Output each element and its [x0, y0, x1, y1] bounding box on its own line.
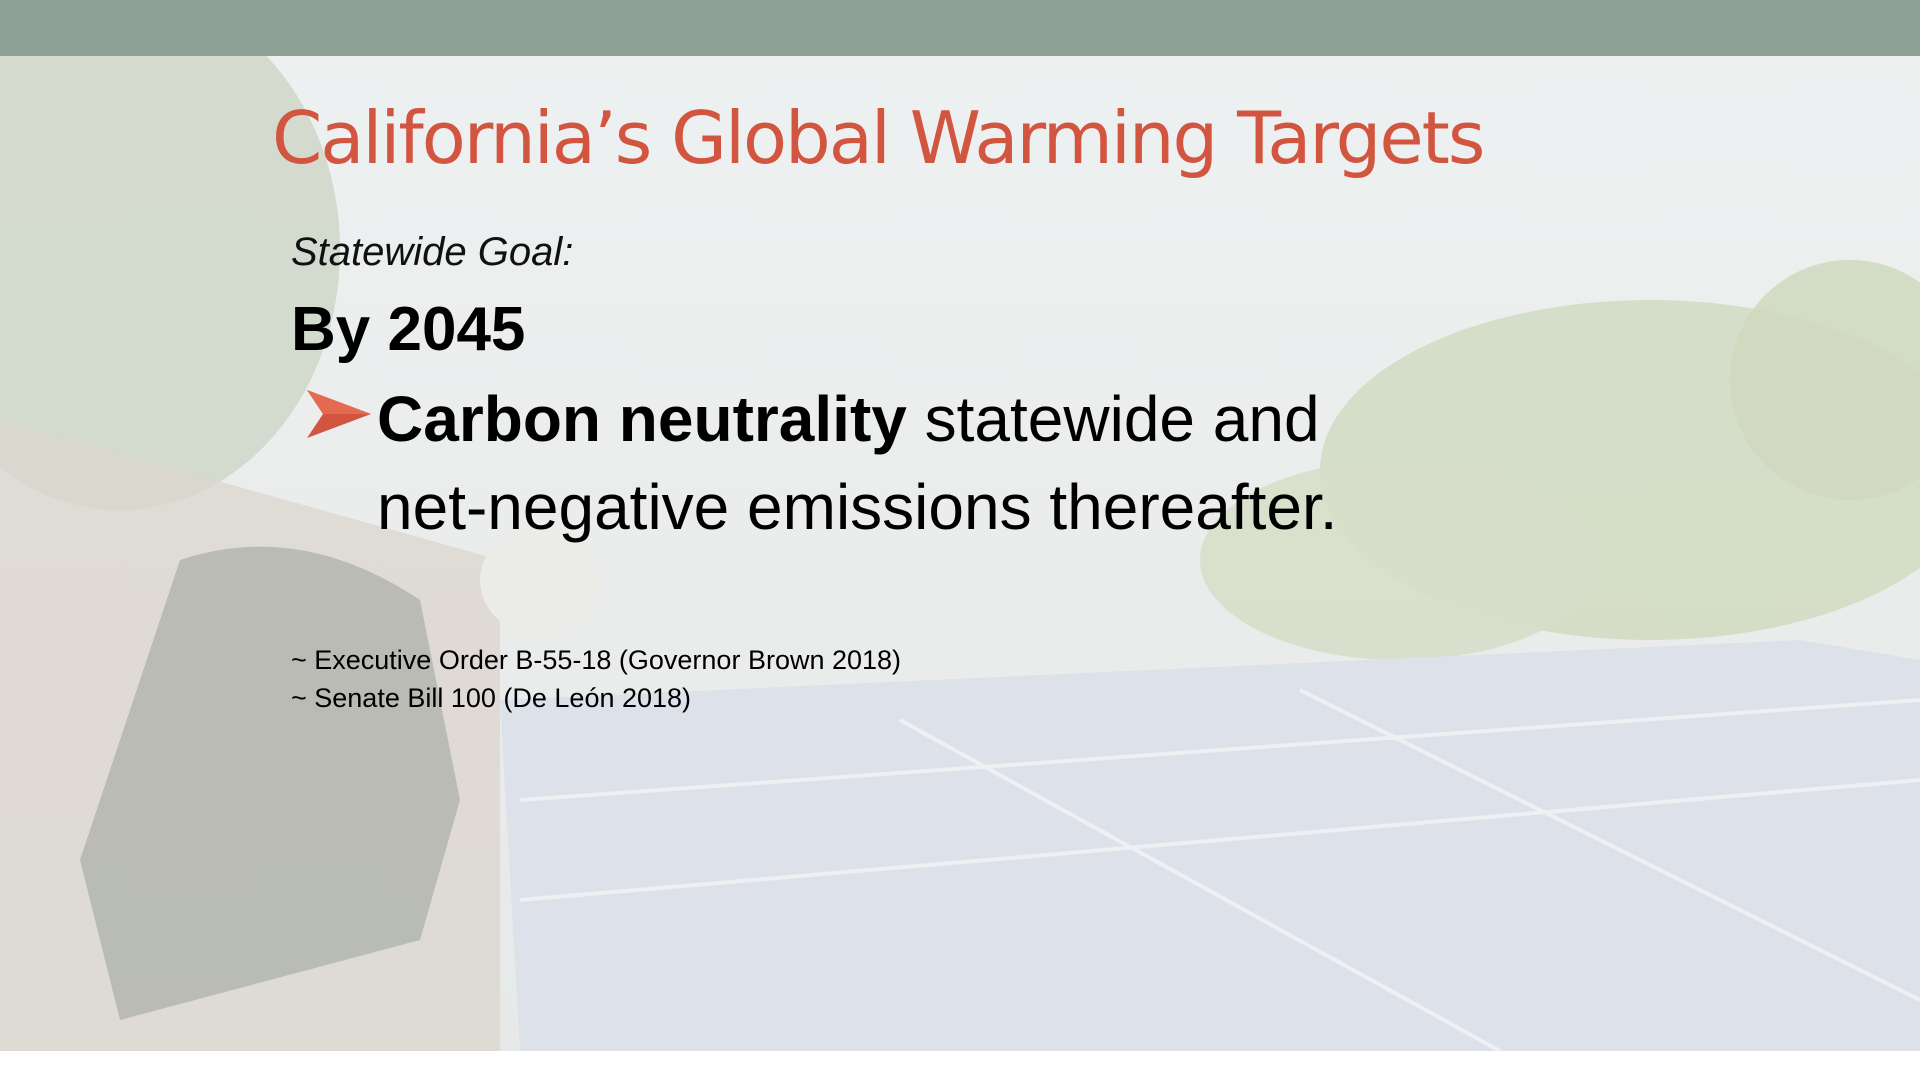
heading: By 2045 — [291, 294, 525, 365]
page: California’s Global Warming Targets Stat… — [0, 0, 1920, 1080]
bullet-text: statewide and — [907, 383, 1320, 455]
bullet-line: net-negative emissions thereafter. — [377, 470, 1338, 544]
slide: California’s Global Warming Targets Stat… — [0, 0, 1920, 1051]
reference: ~ Executive Order B-55-18 (Governor Brow… — [291, 645, 901, 676]
top-bar — [0, 0, 1920, 56]
reference: ~ Senate Bill 100 (De León 2018) — [291, 683, 691, 714]
bullet-bold: Carbon neutrality — [377, 383, 907, 455]
bullet-arrow — [305, 384, 373, 444]
slide-title: California’s Global Warming Targets — [272, 96, 1483, 180]
subtitle: Statewide Goal: — [291, 230, 573, 275]
bullet-line: Carbon neutrality statewide and — [377, 382, 1320, 456]
